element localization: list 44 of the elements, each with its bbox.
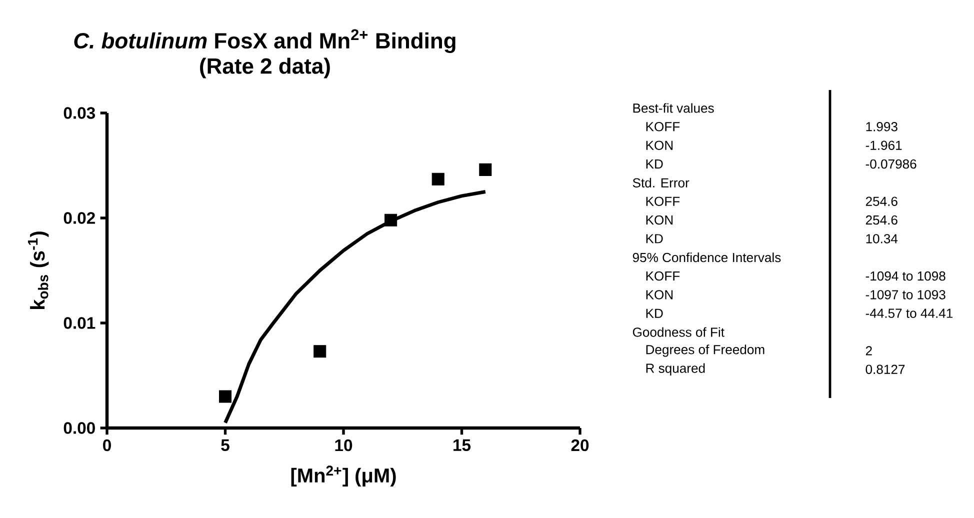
y-axis-title: k$_{obs}$ (s$^{-1}$) (28, 232, 49, 309)
point (218, 390, 232, 403)
category-label: R squared (646, 363, 705, 376)
x-tick-label: 15 (454, 439, 471, 452)
category-label: KD (646, 308, 663, 318)
text: -1094 to 1098 (866, 271, 946, 281)
category-label: Goodness of Fit (632, 327, 724, 337)
y-tick-label: 0.01 (64, 317, 96, 329)
category-label: KD (646, 234, 663, 244)
y-tick-label: 0.02 (64, 212, 95, 224)
y-tick-label: 0.03 (64, 107, 96, 119)
point (479, 163, 492, 176)
text: -1.961 (866, 140, 902, 150)
text: 1.993 (866, 122, 898, 132)
text: 0.8127 (866, 364, 905, 374)
y-tick-label: 0.00 (64, 422, 95, 434)
text: -0.07986 (866, 159, 916, 169)
x-tick-label: 20 (571, 439, 589, 452)
text: -1097 to 1093 (866, 290, 946, 300)
x-axis-title: [Mn$^{2+}$] (μM) (291, 466, 396, 487)
category-label: KON (646, 215, 673, 225)
category-label: KD (646, 160, 663, 169)
category-label: KON (646, 290, 673, 300)
category-label: Degrees of Freedom (646, 344, 764, 357)
text: -44.57 to 44.41 (866, 308, 953, 318)
x-tick-label: 10 (335, 439, 352, 452)
category-label: Std. Error (632, 178, 690, 188)
chart-subtitle: (Rate 2 data) (200, 58, 330, 78)
category-label: 95% Confidence Intervals (632, 252, 781, 262)
point (432, 172, 444, 186)
chart-title: C. botulinum FosX and Mn$^{2+}$ Binding (74, 29, 456, 53)
point (314, 345, 326, 358)
point (384, 214, 398, 226)
category-label: Best-fit values (633, 103, 714, 113)
x-tick-label: 5 (221, 439, 230, 452)
text: 254.6 (866, 215, 898, 225)
category-label: KOFF (646, 271, 680, 281)
category-label: KON (646, 140, 673, 150)
text: 10.34 (866, 234, 898, 244)
x-tick-label: 0 (103, 439, 111, 452)
category-label: KOFF (646, 196, 680, 206)
text: 2 (866, 346, 872, 356)
category-label: KOFF (646, 122, 680, 132)
text: 254.6 (866, 196, 898, 206)
